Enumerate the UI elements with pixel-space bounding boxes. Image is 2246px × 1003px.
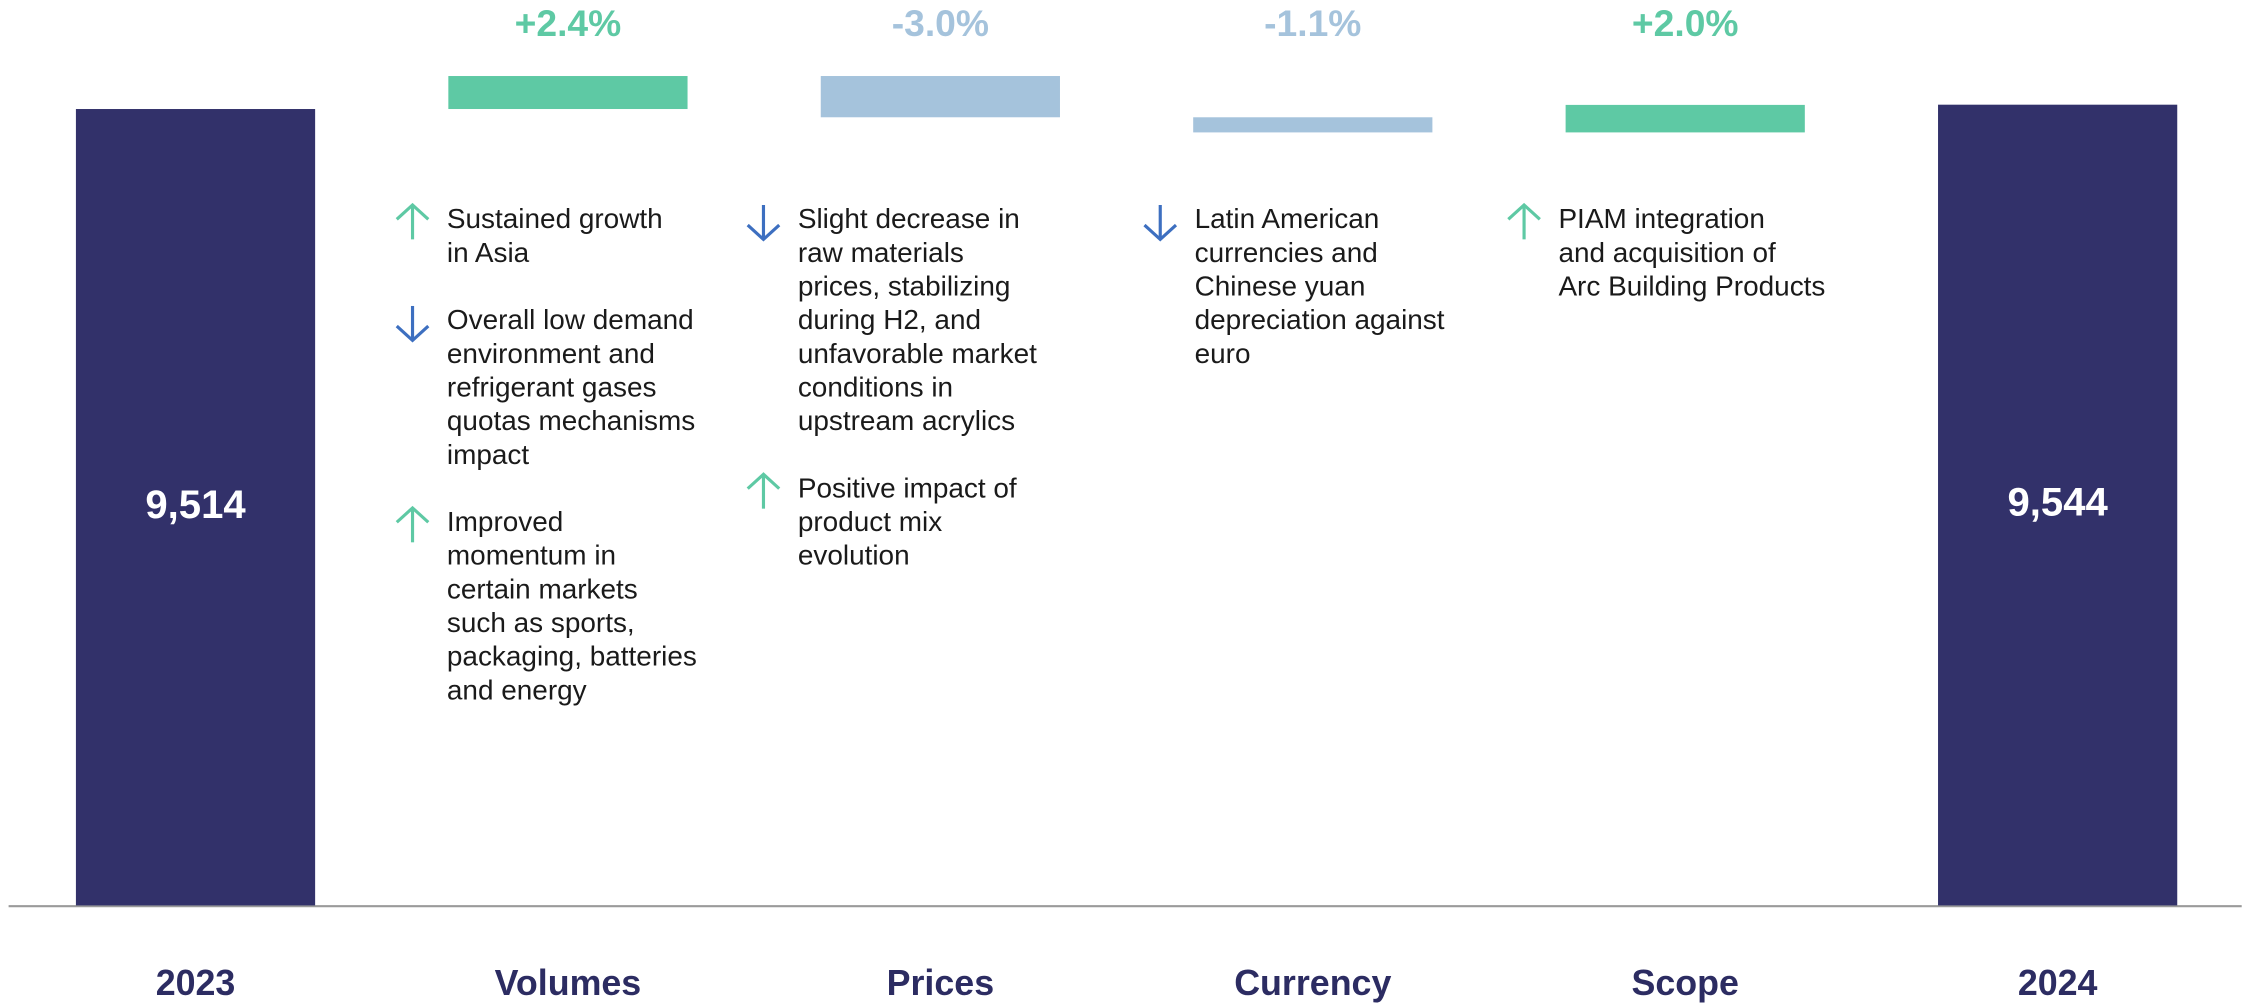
change-bar <box>820 76 1060 118</box>
change-label: +2.0% <box>1632 2 1739 44</box>
arrow-head <box>395 202 430 221</box>
note-line: certain markets <box>447 573 638 604</box>
total-bar <box>1938 104 2178 906</box>
note-line: Slight decrease in <box>798 203 1020 234</box>
change-label: -3.0% <box>892 2 989 44</box>
x-tick-label: Volumes <box>495 963 642 1003</box>
note-line: raw materials <box>798 237 964 268</box>
note-line: Overall low demand <box>447 304 694 335</box>
arrow-head <box>1507 202 1541 221</box>
change-bar <box>1193 117 1433 133</box>
arrow-head <box>395 324 430 343</box>
note-line: such as sports, <box>447 607 635 638</box>
arrow-head <box>746 223 781 242</box>
note-line: in Asia <box>447 237 530 268</box>
note-line: momentum in <box>447 540 616 571</box>
total-bar <box>75 109 316 906</box>
note-line: currencies and <box>1195 237 1378 268</box>
x-tick-label: 2023 <box>156 963 236 1003</box>
note-line: depreciation against <box>1195 304 1445 335</box>
note-line: prices, stabilizing <box>798 270 1011 301</box>
note-line: Positive impact of <box>798 472 1017 503</box>
note-line: Sustained growth <box>447 203 663 234</box>
note-line: quotas mechanisms <box>447 405 695 436</box>
note-line: and energy <box>447 674 587 705</box>
note-line: unfavorable market <box>798 338 1037 369</box>
change-bar <box>1565 104 1805 133</box>
note-line: Chinese yuan <box>1195 270 1366 301</box>
x-tick-label: Prices <box>887 963 994 1003</box>
note-line: Arc Building Products <box>1558 270 1825 301</box>
note-line: conditions in <box>798 371 953 402</box>
note-line: environment and <box>447 338 655 369</box>
x-tick-label: Scope <box>1631 963 1738 1003</box>
arrow-head <box>746 472 781 490</box>
note-line: packaging, batteries <box>447 641 697 672</box>
note-line: evolution <box>798 540 910 571</box>
note-line: upstream acrylics <box>798 405 1015 436</box>
arrow-head <box>395 505 430 524</box>
note-line: euro <box>1195 338 1251 369</box>
x-tick-label: Currency <box>1234 963 1391 1003</box>
note-line: Improved <box>447 506 563 537</box>
note-line: PIAM integration <box>1558 203 1764 234</box>
note-line: impact <box>447 439 529 470</box>
note-line: refrigerant gases <box>447 371 657 402</box>
note-line: product mix <box>798 506 942 537</box>
total-label: 9,514 <box>145 483 246 527</box>
change-label: +2.4% <box>515 2 622 44</box>
arrow-head <box>1143 223 1178 242</box>
note-line: and acquisition of <box>1558 237 1776 268</box>
total-label: 9,544 <box>2007 481 2108 525</box>
x-tick-label: 2024 <box>2018 963 2098 1003</box>
change-bar <box>448 76 688 110</box>
change-label: -1.1% <box>1264 2 1361 44</box>
note-line: Latin American <box>1195 203 1380 234</box>
note-line: during H2, and <box>798 304 981 335</box>
